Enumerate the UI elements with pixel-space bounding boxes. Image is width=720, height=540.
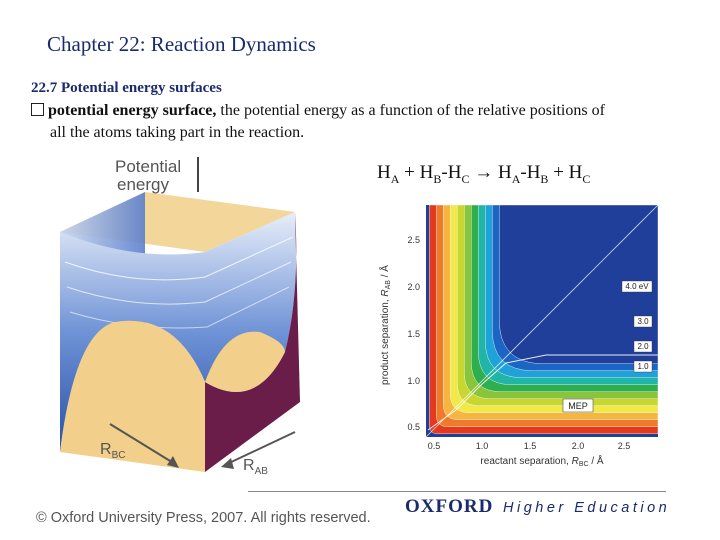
x-tick-label: 2.5 <box>618 441 631 451</box>
slide-title: Chapter 22: Reaction Dynamics <box>47 32 316 56</box>
diagonal-line <box>425 204 659 438</box>
rbc-arrow-icon <box>167 456 179 468</box>
footer-divider <box>248 491 666 492</box>
contour-label: 4.0 eV <box>625 282 649 291</box>
contour-label: 1.0 <box>637 362 649 371</box>
copyright-notice: © Oxford University Press, 2007. All rig… <box>36 510 371 526</box>
contour-plot: 4.0 eV 3.0 2.0 1.0 MEP 2.5 2.0 1.5 1.0 0.5 0.5 1… <box>378 204 659 468</box>
rab-label: RAB <box>243 457 268 477</box>
energy-label-line2: energy <box>117 175 169 194</box>
contour-label-box <box>633 340 653 353</box>
higher-education-logo: Higher Education <box>503 500 671 516</box>
bullet-text-line2: all the atoms taking part in the reactio… <box>50 124 305 141</box>
contour-label-box <box>633 315 653 328</box>
mep-label-box: MEP <box>562 398 594 413</box>
definition-bullet: potential energy surface, the potential … <box>31 100 691 144</box>
x-tick-label: 0.5 <box>428 441 441 451</box>
y-tick-label: 1.5 <box>407 329 420 339</box>
contour-label: 2.0 <box>637 342 649 351</box>
reaction-arrow: → <box>469 162 498 183</box>
y-axis-label: product separation, RAB / Å <box>378 265 392 385</box>
mep-label: MEP <box>568 401 588 411</box>
mep-path <box>427 354 658 431</box>
x-tick-label: 1.0 <box>476 441 489 451</box>
x-tick-label: 1.5 <box>524 441 537 451</box>
y-tick-label: 2.5 <box>407 235 420 245</box>
pes-3d-figure: Potential energy RBC RAB <box>60 157 300 477</box>
section-heading: 22.7 Potential energy surfaces <box>31 80 222 96</box>
contour-label-box <box>633 360 653 373</box>
y-axis-ticks: 2.5 2.0 1.5 1.0 0.5 <box>407 235 420 432</box>
rab-arrow-icon <box>221 458 234 469</box>
bullet-term: potential energy surface, <box>48 102 217 119</box>
reaction-equation: HA + HB-HC → HA-HB + HC <box>377 162 591 186</box>
y-tick-label: 0.5 <box>407 422 420 432</box>
x-tick-label: 2.0 <box>572 441 585 451</box>
rbc-label: RBC <box>100 441 125 461</box>
x-axis-label: reactant separation, RBC / Å <box>480 454 603 468</box>
x-axis-ticks: 0.5 1.0 1.5 2.0 2.5 <box>428 441 631 451</box>
bullet-box-icon <box>31 103 44 116</box>
oxford-logo: OXFORD <box>405 496 494 517</box>
bullet-text-line1: the potential energy as a function of th… <box>216 102 605 119</box>
y-tick-label: 2.0 <box>407 282 420 292</box>
contour-label-box <box>621 280 653 293</box>
energy-label-line1: Potential <box>115 157 181 176</box>
y-tick-label: 1.0 <box>407 376 420 386</box>
contour-label: 3.0 <box>637 317 649 326</box>
